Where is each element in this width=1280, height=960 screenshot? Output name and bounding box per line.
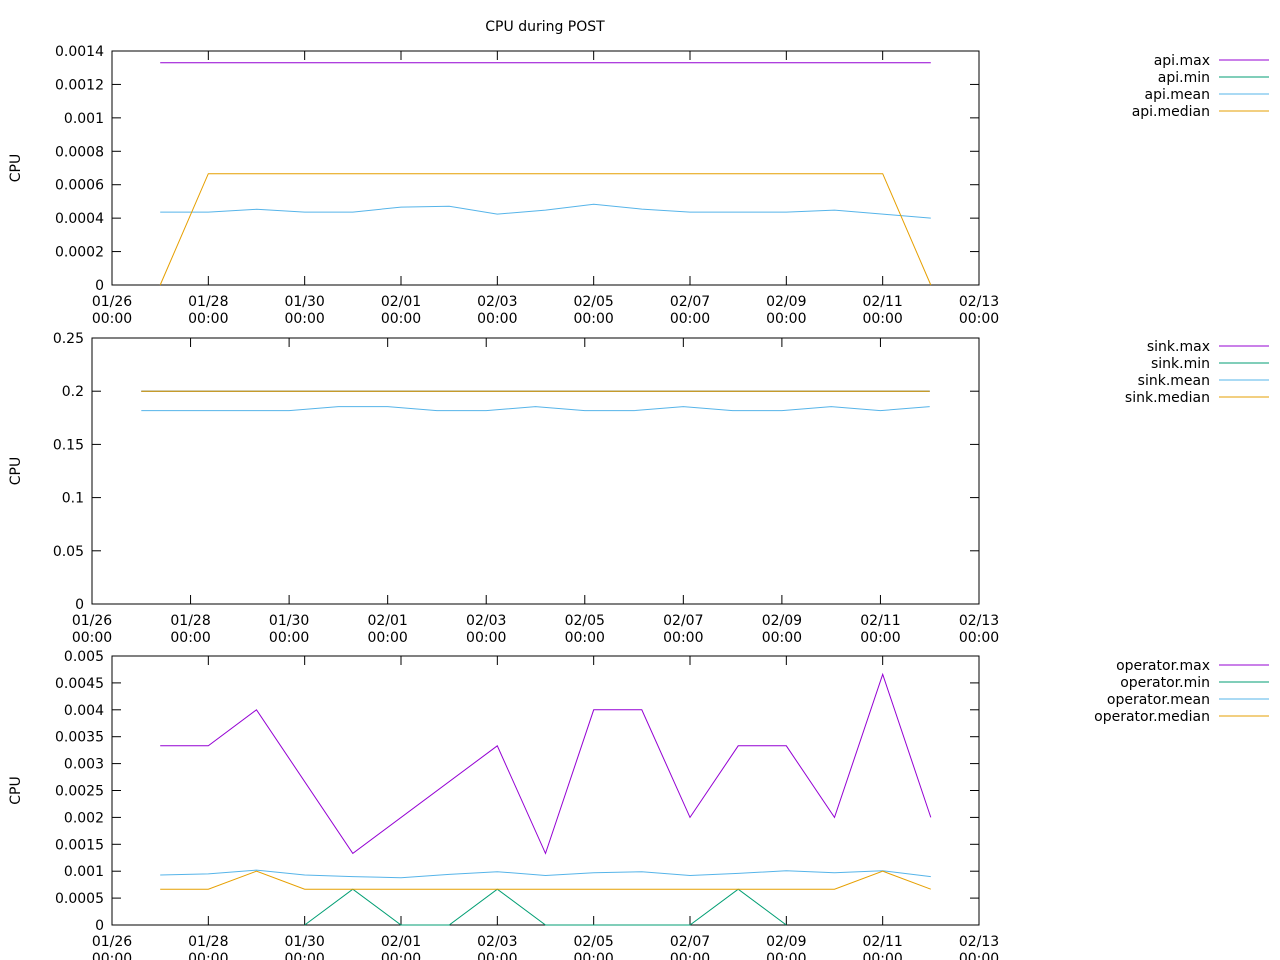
x-tick-label: 02/07 00:00 [670,294,710,327]
x-tick-label: 02/05 00:00 [573,294,613,327]
y-tick-label: 0.25 [53,331,84,347]
x-tick-label: 01/26 00:00 [92,294,132,327]
y-tick-label: 0.004 [64,703,104,719]
x-tick-label: 02/09 00:00 [762,613,802,646]
x-tick-label: 02/01 00:00 [367,613,407,646]
y-tick-label: 0.005 [64,649,104,665]
x-tick-label: 02/01 00:00 [381,934,421,960]
legend-label: api.mean [1144,87,1210,103]
legend-label: operator.max [1116,658,1210,674]
panel-3: 0 0.0005 0.001 0.0015 0.002 0.0025 0.003 0.0035… [8,649,1269,960]
x-tick-label: 01/30 00:00 [284,294,324,327]
x-tick-label: 01/30 00:00 [284,934,324,960]
series-line-api-median [159,173,932,286]
legend-label: operator.mean [1107,692,1210,708]
series-line-operator-max [160,672,932,855]
y-tick-label: 0.003 [64,757,104,773]
x-tick-label: 02/03 00:00 [477,294,517,327]
legend-label: sink.mean [1138,373,1210,389]
y-tick-label: 0 [95,278,104,294]
y-tick-label: 0.0004 [55,211,104,227]
series-line-operator-median [160,870,931,890]
y-axis-label: CPU [8,154,24,182]
x-tick-label: 02/11 00:00 [862,934,902,960]
y-tick-label: 0.0002 [55,245,104,261]
y-axis-label: CPU [8,776,24,804]
x-tick-label: 02/05 00:00 [573,934,613,960]
legend-label: operator.min [1120,675,1210,691]
plot-frame [91,337,980,605]
x-tick-label: 02/03 00:00 [466,613,506,646]
y-tick-label: 0 [95,918,104,934]
y-tick-label: 0.0025 [55,784,104,800]
legend-label: operator.median [1094,709,1210,725]
y-tick-label: 0.15 [53,437,84,453]
x-tick-label: 02/09 00:00 [766,294,806,327]
y-tick-label: 0.0008 [55,144,104,160]
legend-label: api.median [1132,104,1210,120]
y-tick-label: 0.0012 [55,77,104,93]
x-tick-label: 01/28 00:00 [188,294,228,327]
x-tick-label: 02/07 00:00 [670,934,710,960]
y-tick-label: 0.0015 [55,837,104,853]
y-tick-label: 0.0005 [55,891,104,907]
series-line-operator-mean [160,869,931,879]
legend-label: sink.min [1151,356,1210,372]
y-tick-label: 0.1 [62,491,84,507]
x-tick-label: 02/13 00:00 [959,294,999,327]
x-tick-label: 01/28 00:00 [188,934,228,960]
series-line-operator-min [304,888,787,926]
y-tick-label: 0.0045 [55,676,104,692]
legend-label: api.min [1158,70,1210,86]
panel-2: 0 0.05 0.1 0.15 0.2 0.25 01/26 00:00 01/28 00:00 0… [8,331,1269,646]
y-tick-label: 0.05 [53,544,84,560]
y-tick-label: 0.002 [64,810,104,826]
x-tick-label: 02/13 00:00 [959,613,999,646]
x-tick-label: 02/03 00:00 [477,934,517,960]
y-tick-label: 0.0006 [55,178,104,194]
x-tick-label: 01/28 00:00 [170,613,210,646]
y-tick-label: 0.001 [64,864,104,880]
x-tick-label: 02/09 00:00 [766,934,806,960]
x-tick-label: 02/07 00:00 [663,613,703,646]
x-tick-label: 01/26 00:00 [92,934,132,960]
x-tick-label: 02/11 00:00 [862,294,902,327]
y-tick-label: 0.001 [64,111,104,127]
x-tick-label: 02/13 00:00 [959,934,999,960]
chart-title: CPU during POST [485,19,605,35]
x-tick-label: 01/26 00:00 [72,613,112,646]
x-tick-label: 02/01 00:00 [381,294,421,327]
y-axis-label: CPU [8,457,24,485]
y-tick-label: 0.0014 [55,44,104,60]
panel-1: 0 0.0002 0.0004 0.0006 0.0008 0.001 0.0012 0.00… [8,44,1269,327]
legend-label: sink.max [1147,339,1210,355]
plot-frame [111,655,980,926]
x-tick-label: 02/05 00:00 [565,613,605,646]
series-line-api-mean [160,203,931,219]
y-tick-label: 0.2 [62,384,84,400]
series-line-sink-mean [141,406,930,412]
plot-frame [111,50,980,286]
y-tick-label: 0 [75,597,84,613]
panels: 0 0.0002 0.0004 0.0006 0.0008 0.001 0.0012 0.00… [8,44,1269,960]
x-tick-label: 01/30 00:00 [269,613,309,646]
legend-label: api.max [1154,53,1210,69]
y-tick-label: 0.0035 [55,730,104,746]
x-tick-label: 02/11 00:00 [860,613,900,646]
legend-label: sink.median [1125,390,1210,406]
